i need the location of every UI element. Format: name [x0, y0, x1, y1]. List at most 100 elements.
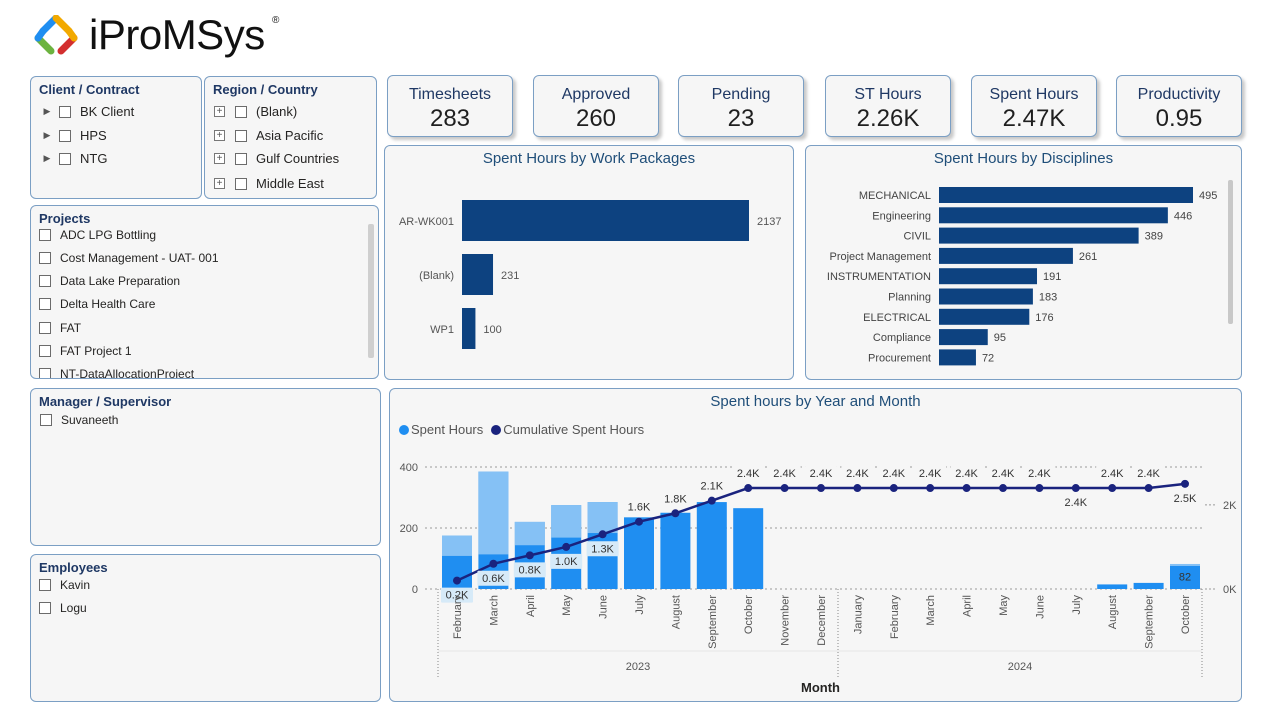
checkbox[interactable] — [235, 152, 247, 165]
checkbox[interactable] — [235, 129, 247, 142]
slicer-item[interactable]: + Asia Pacific — [214, 128, 323, 143]
legend-cumulative-hours[interactable]: Cumulative Spent Hours — [503, 422, 645, 437]
expand-arrow-icon[interactable]: ▶ — [43, 130, 51, 140]
y-right-tick: 2K — [1223, 500, 1237, 512]
checkbox[interactable] — [40, 414, 52, 426]
checkbox[interactable] — [39, 345, 51, 357]
slicer-item[interactable]: + (Blank) — [214, 104, 297, 119]
kpi-value: 283 — [429, 105, 471, 132]
year-label: 2023 — [626, 661, 650, 673]
checkbox[interactable] — [59, 129, 71, 142]
scrollbar[interactable] — [368, 224, 374, 358]
discipline-bar — [939, 308, 1030, 325]
expand-plus-icon[interactable]: + — [214, 106, 225, 117]
month-bar — [733, 508, 764, 589]
checkbox[interactable] — [59, 152, 71, 165]
discipline-value: 446 — [1174, 210, 1192, 222]
cumulative-data-label: 2.4K — [955, 468, 978, 480]
discipline-bar — [939, 207, 1168, 224]
checkbox[interactable] — [39, 275, 51, 287]
cumulative-data-label: 2.4K — [919, 468, 942, 480]
month-tick-label: April — [525, 595, 537, 617]
month-tick-label: June — [598, 595, 610, 619]
checkbox[interactable] — [39, 229, 51, 241]
y-left-tick: 400 — [400, 462, 418, 474]
discipline-label: Engineering — [872, 210, 931, 222]
month-tick-label: November — [780, 595, 792, 646]
expand-plus-icon[interactable]: + — [214, 130, 225, 141]
month-bar-highlight — [1170, 563, 1200, 566]
checkbox[interactable] — [59, 105, 71, 118]
cumulative-point — [525, 551, 534, 560]
checkbox[interactable] — [39, 579, 51, 591]
discipline-value: 72 — [982, 352, 994, 364]
slicer-item[interactable]: ▶ HPS — [41, 128, 107, 143]
cumulative-label-bg — [768, 466, 801, 482]
projects-slicer: Projects ADC LPG Bottling Cost Managemen… — [30, 205, 379, 379]
y-left-tick: 0 — [412, 584, 418, 596]
cumulative-point — [1181, 479, 1189, 488]
discipline-label: Procurement — [868, 352, 931, 364]
slicer-item[interactable]: ▶ NTG — [41, 151, 108, 166]
slicer-item[interactable]: FAT — [39, 321, 81, 335]
slicer-item[interactable]: Kavin — [39, 578, 90, 592]
slicer-item[interactable]: Logu — [39, 601, 87, 615]
expand-arrow-icon[interactable]: ▶ — [43, 106, 51, 116]
month-tick-label: March — [488, 595, 500, 626]
wp-value-label: 2137 — [757, 216, 781, 228]
cumulative-label-bg — [1023, 466, 1056, 482]
cumulative-point — [1144, 484, 1153, 493]
legend-spent-hours[interactable]: Spent Hours — [411, 422, 484, 437]
month-bar-highlight — [514, 521, 545, 546]
slicer-item[interactable]: + Gulf Countries — [214, 151, 339, 166]
checkbox[interactable] — [39, 368, 51, 378]
cumulative-label-bg — [513, 562, 546, 578]
checkbox[interactable] — [235, 105, 247, 118]
y-right-tick: 0K — [1223, 584, 1237, 596]
checkbox[interactable] — [39, 252, 51, 264]
cumulative-label-bg — [841, 466, 874, 482]
month-tick-label: February — [889, 595, 901, 640]
discipline-label: Project Management — [830, 251, 932, 263]
y-left-tick: 200 — [400, 523, 418, 535]
slicer-item[interactable]: ADC LPG Bottling — [39, 228, 156, 242]
month-tick-label: March — [925, 595, 937, 626]
slicer-item[interactable]: FAT Project 1 — [39, 344, 132, 358]
manager-supervisor-slicer: Manager / Supervisor Suvaneeth — [30, 388, 381, 546]
cumulative-point — [598, 530, 607, 539]
slicer-item[interactable]: Delta Health Care — [39, 297, 155, 311]
cumulative-data-label: 0.8K — [518, 564, 541, 576]
checkbox[interactable] — [39, 322, 51, 334]
discipline-value: 176 — [1035, 312, 1053, 324]
kpi-label: ST Hours — [854, 86, 922, 103]
month-bar — [696, 502, 727, 589]
slicer-item[interactable]: Data Lake Preparation — [39, 274, 180, 288]
cumulative-data-label: 2.4K — [1028, 468, 1051, 480]
slicer-item[interactable]: Cost Management - UAT- 001 — [39, 251, 219, 265]
discipline-value: 95 — [994, 332, 1006, 344]
expand-plus-icon[interactable]: + — [214, 153, 225, 164]
expand-arrow-icon[interactable]: ▶ — [43, 153, 51, 163]
discipline-value: 261 — [1079, 251, 1097, 263]
employees-slicer: Employees Kavin Logu — [30, 554, 381, 702]
expand-plus-icon[interactable]: + — [214, 178, 225, 189]
slicer-item[interactable]: NT-DataAllocationProject — [39, 367, 194, 378]
slicer-item[interactable]: + Middle East — [214, 176, 324, 191]
wp-category-label: WP1 — [430, 324, 454, 336]
checkbox[interactable] — [39, 298, 51, 310]
brand-logo: iProMSys ® — [33, 11, 283, 63]
slicer-title: Client / Contract — [39, 82, 140, 97]
checkbox[interactable] — [39, 602, 51, 614]
cumulative-data-label: 2.4K — [1137, 468, 1160, 480]
month-tick-label: August — [670, 595, 682, 629]
scrollbar[interactable] — [1228, 180, 1233, 324]
slicer-item[interactable]: ▶ BK Client — [41, 104, 135, 119]
discipline-value: 191 — [1043, 271, 1061, 283]
year-month-chart: Spent hours by Year and Month Spent Hour… — [389, 388, 1242, 702]
slicer-item[interactable]: Suvaneeth — [40, 413, 118, 427]
cumulative-point — [817, 484, 825, 493]
discipline-label: MECHANICAL — [859, 190, 931, 202]
cumulative-data-label: 0.2K — [446, 590, 469, 602]
checkbox[interactable] — [235, 177, 247, 190]
month-bar — [1097, 584, 1128, 589]
